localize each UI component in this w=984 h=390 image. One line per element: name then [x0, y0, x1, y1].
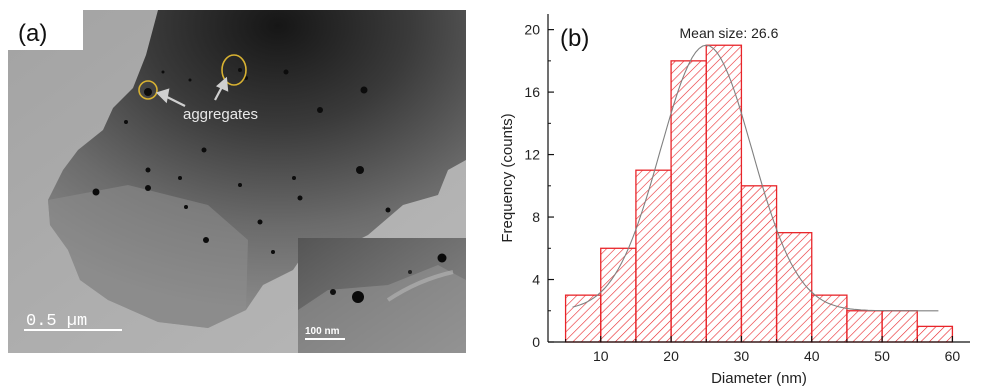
scale-bar-line: [24, 329, 122, 331]
histogram-chart: 0 4 8 12 16 20 10 20 30 40 50 60 Diameter (nm) Freque…: [499, 14, 970, 387]
histogram-bar-42.5: [811, 294, 848, 343]
y-axis-title: Frequency (counts): [499, 113, 516, 242]
y-tick-label-12: 12: [524, 147, 540, 163]
histogram-bar-57.5: [916, 325, 954, 343]
y-tick-label-20: 20: [524, 22, 540, 38]
histogram-bar-52.5: [881, 310, 918, 343]
y-tick-label-16: 16: [524, 84, 540, 100]
histogram-bar-7.5: [564, 294, 602, 343]
y-tick-label-0: 0: [532, 334, 540, 350]
inset-image: 100 nm: [298, 238, 466, 353]
aggregate-circle-large: [221, 54, 247, 86]
x-tick-label-50: 50: [874, 348, 890, 364]
y-tick-label-8: 8: [532, 209, 540, 225]
histogram-bar-32.5: [740, 185, 778, 343]
scale-bar: 0.5 µm: [24, 312, 122, 331]
histogram-bar-22.5: [670, 60, 707, 343]
x-tick-label-20: 20: [663, 348, 679, 364]
inset-scale-line: [305, 338, 345, 340]
gaussian-fit-curve: [572, 44, 939, 312]
label-background: [8, 10, 83, 50]
x-tick-label-10: 10: [593, 348, 609, 364]
aggregate-arrows: [155, 76, 229, 107]
nanoparticles: [92, 68, 391, 254]
y-tick-label-4: 4: [532, 272, 540, 288]
x-axis-title: Diameter (nm): [711, 370, 807, 387]
lower-flake-edge: [48, 185, 248, 328]
x-tick-label-30: 30: [734, 348, 750, 364]
x-tick-label-60: 60: [945, 348, 961, 364]
histogram-bar-12.5: [600, 247, 637, 343]
scale-bar-label: 0.5 µm: [26, 312, 87, 331]
histogram-bar-37.5: [775, 232, 813, 343]
inset-scale-label: 100 nm: [305, 326, 340, 337]
aggregate-markers: [138, 54, 247, 100]
aggregates-label: aggregates: [183, 106, 258, 123]
tem-image-panel: (a) aggregates 0.5 µm: [8, 10, 466, 353]
histogram-bar-17.5: [635, 169, 672, 343]
panel-a-label: (a): [18, 20, 47, 47]
histogram-bar-27.5: [705, 44, 743, 343]
mean-size-annotation: Mean size: 26.6: [680, 25, 779, 41]
histogram-bar-47.5: [846, 310, 883, 343]
panel-b-label: (b): [560, 25, 589, 52]
aggregate-circle-small: [138, 80, 158, 100]
x-tick-label-40: 40: [804, 348, 820, 364]
